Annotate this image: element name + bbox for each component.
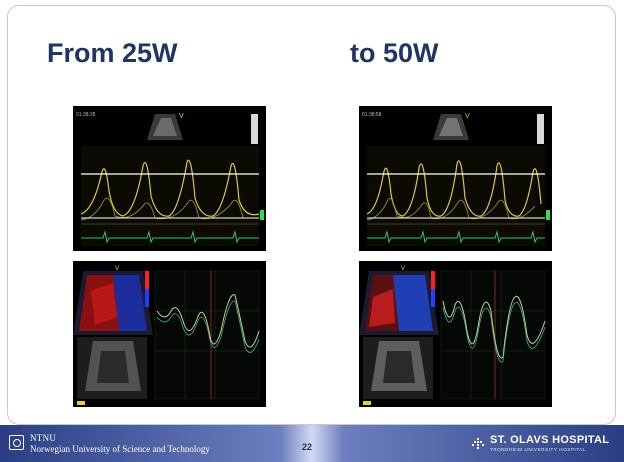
hospital-logo-icon [472, 438, 484, 449]
svg-text:01:38:58: 01:38:58 [362, 112, 382, 118]
doppler-image-25w: 01:38:28 V [73, 106, 266, 251]
strain-image-25w: V [73, 261, 266, 407]
ntnu-short-name: NTNU [30, 433, 57, 443]
ntnu-full-name: Norwegian University of Science and Tech… [30, 444, 210, 454]
doppler-image-50w: 01:38:58 V [359, 106, 552, 251]
svg-text:V: V [115, 266, 119, 272]
title-from-25w: From 25W [47, 38, 178, 68]
svg-text:V: V [401, 266, 405, 272]
strain-image-50w: V [359, 261, 552, 407]
svg-text:V: V [465, 113, 470, 120]
title-to-50w: to 50W [350, 38, 439, 68]
page-number: 22 [302, 442, 313, 452]
footer-bar: NTNU Norwegian University of Science and… [0, 425, 624, 462]
hospital-subtitle: TRONDHEIM UNIVERSITY HOSPITAL [490, 447, 586, 452]
svg-text:V: V [179, 113, 184, 120]
svg-text:01:38:28: 01:38:28 [76, 112, 96, 118]
ntnu-logo-icon [9, 435, 24, 450]
hospital-name: ST. OLAVS HOSPITAL [490, 434, 610, 446]
